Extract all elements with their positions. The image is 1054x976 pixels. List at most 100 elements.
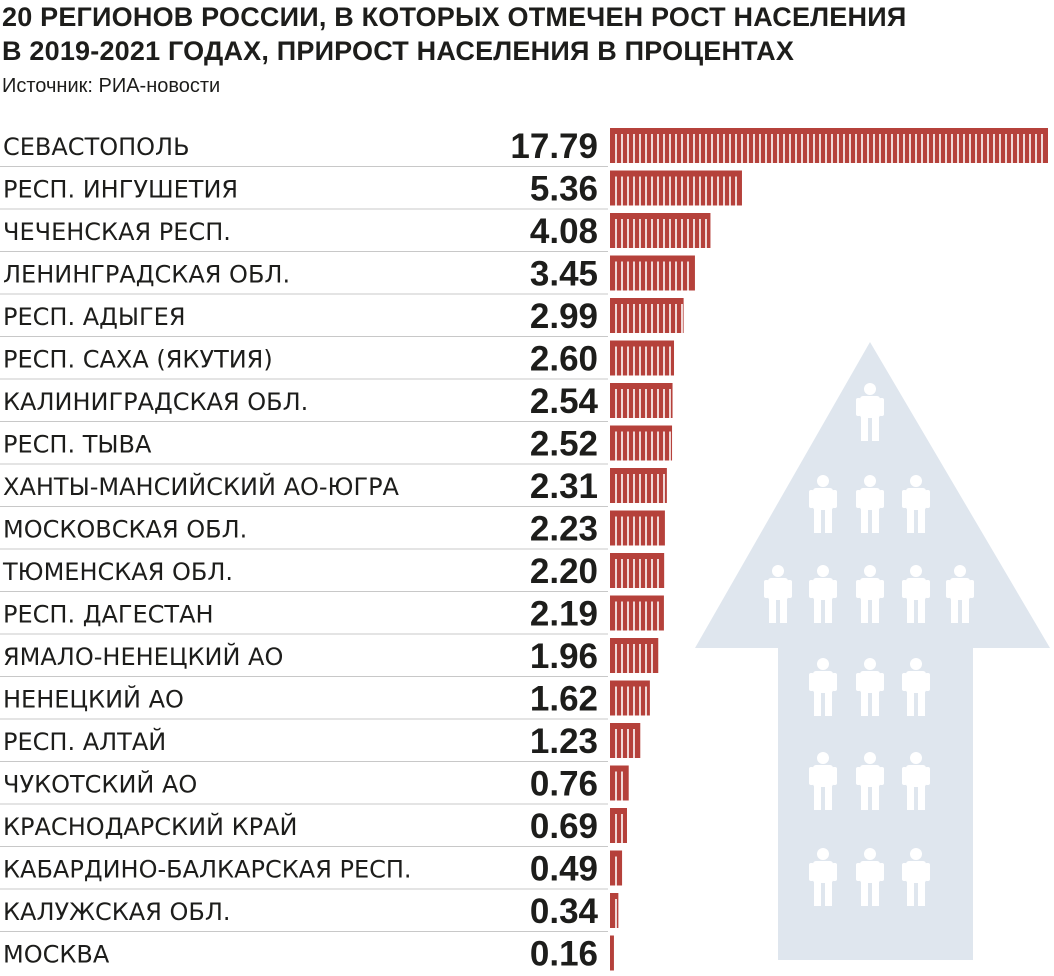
bar-segments [615, 729, 635, 758]
category-label: КАЛИНИГРАДСКАЯ ОБЛ. [3, 388, 308, 416]
bar-segments [615, 686, 647, 716]
value-label: 1.62 [530, 680, 598, 719]
value-label: 5.36 [530, 170, 598, 209]
bar [610, 128, 1048, 163]
bar-segments [615, 814, 623, 843]
bar-segments [615, 134, 1043, 163]
value-label: 2.20 [530, 552, 598, 591]
person-icon [809, 565, 837, 623]
bar [610, 298, 684, 333]
bar-row: РЕСП. АДЫГЕЯ 2.99 [0, 293, 684, 336]
person-icon [856, 658, 884, 716]
category-label: КРАСНОДАРСКИЙ КРАЙ [3, 812, 297, 841]
bar-segments [615, 304, 683, 333]
bar [610, 765, 629, 801]
category-label: РЕСП. ДАГЕСТАН [3, 601, 214, 629]
person-icon [764, 565, 792, 623]
growth-arrow-illustration [695, 342, 1050, 960]
bar [610, 425, 673, 461]
value-label: 2.31 [530, 467, 598, 506]
value-label: 2.60 [530, 340, 598, 379]
person-icon [946, 565, 974, 623]
value-label: 0.16 [530, 935, 598, 974]
person-icon [856, 565, 884, 623]
bar-row: СЕВАСТОПОЛЬ 17.79 [3, 127, 1048, 166]
bar-row: РЕСП. САХА (ЯКУТИЯ) 2.60 [0, 336, 675, 379]
person-icon [856, 848, 884, 906]
bar-row: РЕСП. АЛТАЙ 1.23 [0, 718, 641, 761]
value-label: 4.08 [530, 212, 598, 251]
person-icon [902, 658, 930, 716]
category-label: РЕСП. ТЫВА [3, 431, 152, 459]
value-label: 0.76 [530, 765, 598, 804]
category-label: ЧЕЧЕНСКАЯ РЕСП. [3, 218, 231, 246]
person-icon [809, 752, 837, 810]
value-label: 2.99 [530, 297, 598, 336]
bar-row: МОСКВА 0.16 [0, 931, 614, 974]
value-label: 0.34 [530, 892, 599, 931]
bar [610, 510, 665, 546]
category-label: КАЛУЖСКАЯ ОБЛ. [3, 898, 231, 926]
bar-row: КАЛУЖСКАЯ ОБЛ. 0.34 [0, 888, 619, 931]
category-label: ЛЕНИНГРАДСКАЯ ОБЛ. [3, 261, 290, 289]
bar [610, 808, 627, 843]
bar [610, 213, 711, 248]
person-icon [856, 383, 884, 441]
person-icon [902, 752, 930, 810]
value-label: 2.19 [530, 595, 598, 634]
bar [610, 723, 641, 758]
bar-segments [615, 389, 671, 418]
bar [610, 553, 665, 588]
person-icon [902, 475, 930, 533]
chart-title: 20 РЕГИОНОВ РОССИИ, В КОТОРЫХ ОТМЕЧЕН РО… [2, 0, 906, 68]
bar-segments [615, 601, 659, 631]
person-icon [809, 475, 837, 533]
category-label: ТЮМЕНСКАЯ ОБЛ. [2, 558, 233, 586]
category-label: ХАНТЫ-МАНСИЙСКИЙ АО-ЮГРА [3, 472, 400, 501]
bar-segments [615, 261, 689, 291]
value-label: 17.79 [510, 127, 598, 166]
bar-segments [615, 559, 659, 588]
bar-row: КАЛИНИГРАДСКАЯ ОБЛ. 2.54 [0, 378, 673, 421]
bar-segments [615, 176, 737, 206]
value-label: 3.45 [530, 255, 598, 294]
bar [610, 595, 664, 631]
person-icon [856, 752, 884, 810]
category-label: ЯМАЛО-НЕНЕЦКИЙ АО [3, 642, 283, 671]
value-label: 0.49 [530, 850, 598, 889]
value-label: 0.69 [530, 807, 598, 846]
title-line-2: В 2019-2021 ГОДАХ, ПРИРОСТ НАСЕЛЕНИЯ В П… [2, 36, 795, 66]
category-label: РЕСП. АЛТАЙ [3, 727, 166, 756]
bar-row: РЕСП. ИНГУШЕТИЯ 5.36 [0, 166, 742, 209]
category-label: РЕСП. САХА (ЯКУТИЯ) [3, 346, 273, 374]
arrow-shape [695, 342, 1050, 960]
title-line-1: 20 РЕГИОНОВ РОССИИ, В КОТОРЫХ ОТМЕЧЕН РО… [2, 2, 907, 32]
person-icon [856, 475, 884, 533]
bar-segments [615, 219, 707, 248]
bar [610, 383, 673, 418]
bar-segments [615, 346, 671, 376]
category-label: СЕВАСТОПОЛЬ [3, 133, 190, 161]
bar-row: ТЮМЕНСКАЯ ОБЛ. 2.20 [0, 548, 665, 591]
bar-row: РЕСП. ТЫВА 2.52 [0, 421, 673, 464]
source-note: Источник: РИА-новости [2, 75, 221, 97]
bar-row: КАБАРДИНО-БАЛКАРСКАЯ РЕСП. 0.49 [0, 846, 623, 889]
category-label: РЕСП. АДЫГЕЯ [3, 303, 186, 331]
value-label: 1.96 [530, 637, 598, 676]
bar [610, 935, 614, 971]
bar-row: ЯМАЛО-НЕНЕЦКИЙ АО 1.96 [0, 633, 659, 676]
bar [610, 893, 619, 928]
value-label: 2.54 [530, 382, 599, 421]
bar-row: ХАНТЫ-МАНСИЙСКИЙ АО-ЮГРА 2.31 [0, 463, 667, 506]
bar-row: РЕСП. ДАГЕСТАН 2.19 [0, 591, 664, 634]
bar-row: КРАСНОДАРСКИЙ КРАЙ 0.69 [0, 803, 627, 846]
bar-segments [615, 644, 653, 673]
bar-segments [615, 431, 671, 461]
category-label: МОСКВА [3, 941, 110, 969]
category-label: НЕНЕЦКИЙ АО [3, 685, 184, 714]
bar-row: МОСКОВСКАЯ ОБЛ. 2.23 [0, 506, 665, 549]
category-label: КАБАРДИНО-БАЛКАРСКАЯ РЕСП. [3, 856, 412, 884]
